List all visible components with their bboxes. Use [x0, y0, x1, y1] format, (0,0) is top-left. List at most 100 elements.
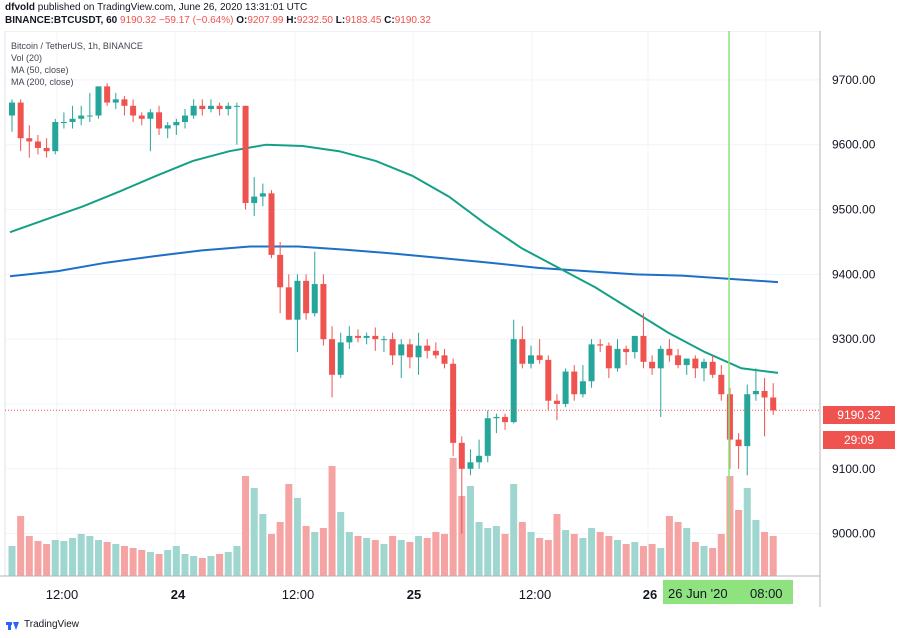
candle-body [380, 339, 387, 341]
candle-body [182, 115, 188, 123]
candle-body [588, 344, 595, 382]
candle-body [121, 99, 128, 106]
volume-bar [146, 552, 154, 576]
price-axis-label: 9500.00 [832, 203, 876, 217]
candle-body [657, 348, 664, 369]
candle-body [666, 348, 673, 356]
candle-body [285, 287, 292, 320]
candle-body [450, 363, 457, 443]
candle-body [112, 99, 119, 103]
volume-bar [302, 526, 310, 576]
volume-bar [233, 546, 241, 576]
volume-bar [95, 540, 102, 576]
candle-body [683, 358, 690, 366]
volume-bar [268, 534, 275, 576]
ma50-line [9, 143, 779, 374]
volume-bar [562, 530, 570, 576]
candle-body [752, 391, 759, 395]
candle-body [744, 394, 751, 447]
price-axis-label: 9300.00 [832, 332, 876, 346]
candle-body [86, 115, 93, 117]
candle-body [432, 350, 439, 356]
candle-body [156, 112, 163, 129]
low-label: L: [335, 15, 346, 26]
candle-body [614, 348, 621, 369]
moving-averages [9, 143, 779, 374]
grid [4, 31, 821, 577]
volume-bar [605, 536, 613, 576]
legend-ma200[interactable]: MA (200, close) [11, 77, 74, 87]
legend-ma50[interactable]: MA (50, close) [11, 65, 69, 75]
volume-bar [86, 536, 94, 576]
crosshair-time-box [663, 580, 793, 604]
volume-bar [588, 528, 596, 576]
price-axis-label: 9000.00 [832, 527, 876, 541]
candle-body [34, 141, 41, 148]
volume-bar [120, 546, 128, 576]
legend-title[interactable]: Bitcoin / TetherUS, 1h, BINANCE [11, 41, 143, 51]
volume-bar [674, 522, 682, 576]
volume-bar [501, 534, 509, 576]
volume-bar [614, 540, 621, 576]
candle-body [398, 344, 405, 356]
publish-text: published on TradingView.com, June 26, 2… [37, 2, 308, 13]
volume-bar [752, 520, 760, 576]
candle-body [605, 345, 612, 369]
volume-bar [536, 538, 544, 576]
volume-bar [69, 538, 77, 576]
volume-bar [492, 526, 500, 576]
time-axis-label: 12:00 [46, 587, 79, 602]
legend-volume[interactable]: Vol (20) [11, 53, 43, 63]
volume-bar [648, 544, 656, 576]
time-axis-label: 12:00 [282, 587, 315, 602]
brand-name: TradingView [24, 619, 80, 630]
candle-body [372, 335, 379, 340]
candle-body [692, 358, 699, 369]
volume-bar [129, 548, 137, 576]
candle-body [510, 339, 517, 423]
volume-bar [709, 548, 717, 576]
symbol-label: BINANCE:BTCUSDT, 60 [5, 15, 118, 26]
crosshair-time-label: 08:00 [750, 586, 783, 601]
candle-body [562, 371, 569, 404]
volume-bar [657, 548, 665, 576]
volume-bar [181, 554, 189, 576]
candle-body [640, 335, 647, 362]
time-axis-label: 24 [171, 587, 186, 602]
chart-legend: Bitcoin / TetherUS, 1h, BINANCE Vol (20)… [11, 40, 143, 88]
volume-bar [458, 496, 466, 576]
volume-bar [319, 528, 327, 576]
low-value: 9183.45 [345, 15, 382, 26]
candle-body [173, 122, 180, 126]
tradingview-logo[interactable]: TradingView [6, 619, 79, 630]
publish-info: dfvold published on TradingView.com, Jun… [5, 2, 307, 14]
volume-bar [198, 558, 206, 576]
volume-bar [622, 544, 630, 576]
candle-body [355, 335, 361, 338]
volume-bar [276, 522, 284, 576]
candle-body [761, 391, 768, 398]
candle-body [467, 462, 474, 469]
volume-bar [466, 486, 474, 576]
volume-bar [354, 536, 362, 576]
price-axis-label: 9400.00 [832, 267, 876, 281]
candle-body [458, 442, 465, 469]
volume-bar [700, 546, 708, 576]
candle-body [259, 193, 266, 197]
volume-bar [138, 550, 146, 576]
candle-body [303, 280, 310, 314]
candle-body [649, 361, 656, 369]
candle-body [346, 335, 353, 343]
high-value: 9232.50 [296, 15, 333, 26]
candle-body [320, 284, 327, 340]
candle-body [17, 102, 24, 139]
price-chart[interactable]: 9700.00 9600.00 9500.00 9400.00 9300.00 9100.… [0, 31, 900, 607]
author-name[interactable]: dfvold [5, 2, 35, 13]
volume-bar [639, 546, 647, 576]
candle-body [69, 118, 76, 123]
volume-bar [691, 542, 699, 576]
volume-bar [259, 514, 267, 576]
volume-bar [743, 488, 751, 576]
candle-body [363, 335, 370, 338]
high-label: H: [286, 15, 297, 26]
